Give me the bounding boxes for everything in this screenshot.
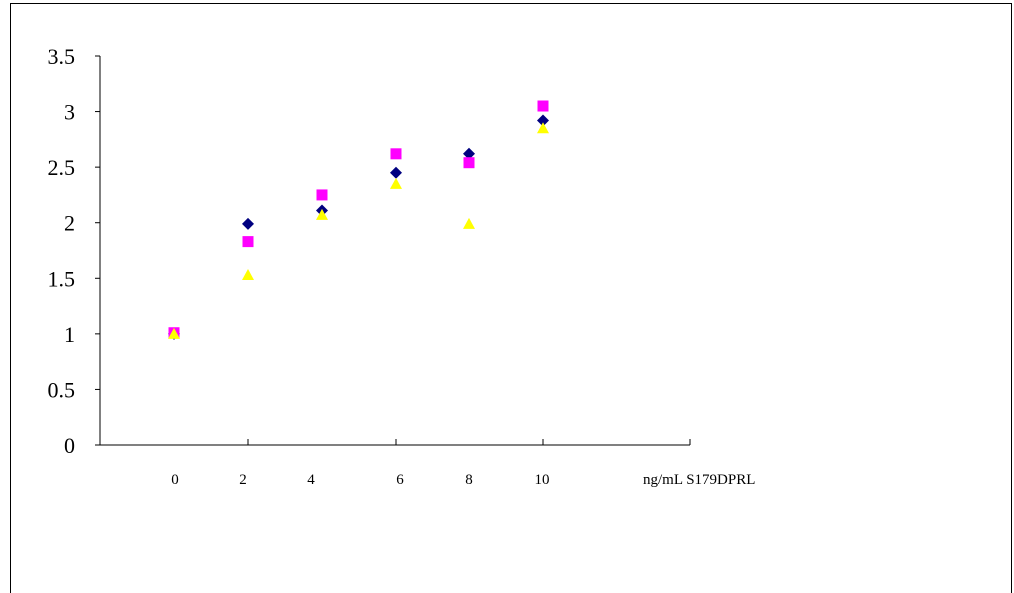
square-marker — [463, 157, 475, 169]
diamond-marker — [463, 147, 475, 160]
y-tick-label: 0.5 — [48, 377, 76, 402]
y-axis-ticks: 0 0.5 1 1.5 2 2.5 3 3.5 — [48, 44, 100, 458]
x-tick-label: 8 — [465, 472, 473, 488]
triangle-marker — [390, 177, 402, 189]
data-points — [168, 100, 549, 340]
y-tick-label: 3 — [64, 100, 75, 125]
triangle-marker — [168, 327, 180, 339]
y-tick-label: 3.5 — [48, 44, 76, 69]
diamond-marker — [537, 114, 549, 127]
x-tick-label: 2 — [239, 472, 247, 488]
x-tick-label: 10 — [535, 472, 550, 488]
x-tick-label: 6 — [396, 472, 404, 488]
square-marker — [390, 148, 402, 160]
x-tick-label: 4 — [307, 472, 315, 488]
y-tick-label: 1 — [64, 322, 75, 347]
diamond-marker — [390, 166, 402, 179]
triangle-marker — [316, 208, 328, 220]
triangle-marker — [537, 122, 549, 134]
x-tick-label: 0 — [171, 472, 179, 488]
y-tick-label: 0 — [64, 433, 75, 458]
x-axis-ticks: 0 2 4 6 8 10 — [171, 439, 691, 488]
square-marker — [316, 189, 328, 201]
diamond-marker — [242, 217, 254, 230]
y-tick-label: 2 — [64, 211, 75, 236]
square-marker — [242, 236, 254, 248]
x-axis-title: ng/mL S179DPRL — [643, 472, 755, 488]
y-tick-label: 1.5 — [48, 266, 76, 291]
chart-frame — [10, 3, 1012, 593]
y-tick-label: 2.5 — [48, 155, 76, 180]
square-marker — [537, 100, 549, 112]
triangle-marker — [463, 217, 475, 229]
triangle-marker — [242, 268, 254, 280]
